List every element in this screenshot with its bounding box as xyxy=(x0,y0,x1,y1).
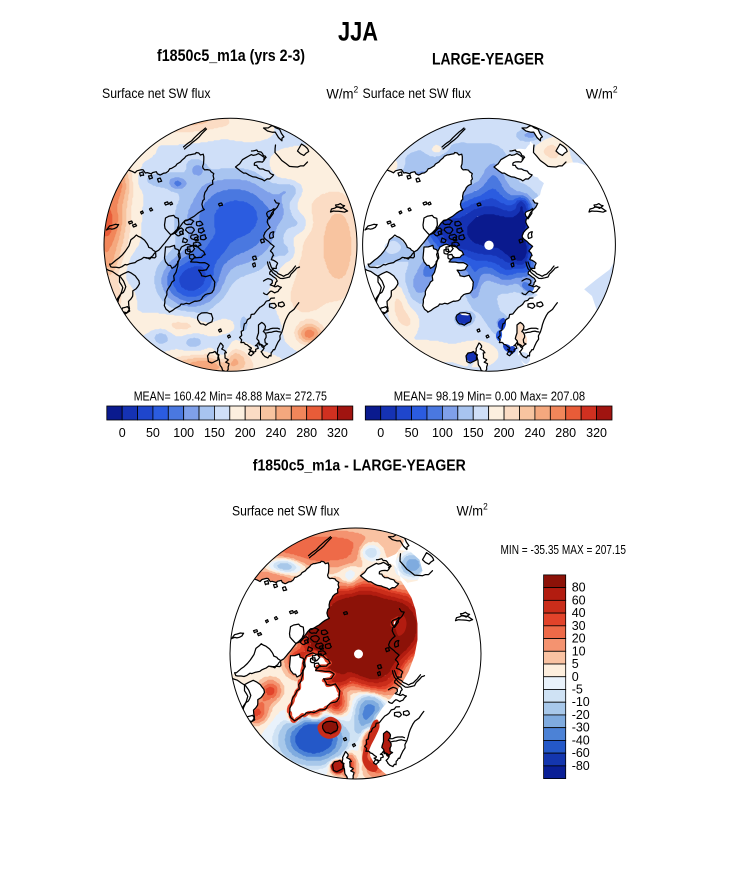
svg-text:W/m2: W/m2 xyxy=(326,85,358,102)
svg-text:280: 280 xyxy=(555,426,576,440)
svg-text:-80: -80 xyxy=(572,759,590,773)
svg-text:f1850c5_m1a (yrs 2-3): f1850c5_m1a (yrs 2-3) xyxy=(157,46,305,65)
svg-text:320: 320 xyxy=(586,426,607,440)
svg-text:-5: -5 xyxy=(572,683,583,697)
svg-text:240: 240 xyxy=(265,426,286,440)
svg-text:W/m2: W/m2 xyxy=(457,502,488,519)
svg-text:10: 10 xyxy=(572,644,586,658)
svg-text:100: 100 xyxy=(432,426,453,440)
svg-text:5: 5 xyxy=(572,657,579,671)
svg-text:200: 200 xyxy=(494,426,515,440)
svg-text:0: 0 xyxy=(572,670,579,684)
svg-text:MIN = -35.35 MAX = 207.15: MIN = -35.35 MAX = 207.15 xyxy=(501,543,627,557)
svg-text:240: 240 xyxy=(524,426,545,440)
svg-text:-60: -60 xyxy=(572,746,590,760)
svg-text:0: 0 xyxy=(119,426,126,440)
svg-text:JJA: JJA xyxy=(338,17,378,47)
svg-text:MEAN= 160.42 Min= 48.88 Max: MEAN= 160.42 Min= 48.88 Max= 272.75 xyxy=(134,390,327,404)
svg-text:f1850c5_m1a - LARGE-YEAGER: f1850c5_m1a - LARGE-YEAGER xyxy=(253,458,466,475)
svg-text:-20: -20 xyxy=(572,708,590,722)
svg-text:Surface net SW flux: Surface net SW flux xyxy=(102,85,211,101)
svg-text:20: 20 xyxy=(572,632,586,646)
svg-text:0: 0 xyxy=(377,426,384,440)
svg-text:30: 30 xyxy=(572,619,586,633)
svg-text:W/m2: W/m2 xyxy=(586,85,618,102)
svg-text:-10: -10 xyxy=(572,695,590,709)
svg-text:Surface net SW flux: Surface net SW flux xyxy=(363,85,472,101)
svg-text:100: 100 xyxy=(173,426,194,440)
svg-text:-40: -40 xyxy=(572,733,590,747)
svg-text:50: 50 xyxy=(405,426,419,440)
svg-text:40: 40 xyxy=(572,606,586,620)
svg-text:150: 150 xyxy=(204,426,225,440)
svg-text:-30: -30 xyxy=(572,721,590,735)
svg-text:200: 200 xyxy=(235,426,256,440)
svg-text:280: 280 xyxy=(296,426,317,440)
svg-text:MEAN= 98.19 Min= 0.00 Max: MEAN= 98.19 Min= 0.00 Max= 207.08 xyxy=(394,390,586,404)
svg-text:80: 80 xyxy=(572,581,586,595)
svg-text:150: 150 xyxy=(463,426,484,440)
svg-text:Surface net SW flux: Surface net SW flux xyxy=(232,503,339,519)
svg-text:60: 60 xyxy=(572,593,586,607)
svg-text:50: 50 xyxy=(146,426,160,440)
svg-text:320: 320 xyxy=(327,426,348,440)
svg-text:LARGE-YEAGER: LARGE-YEAGER xyxy=(432,50,544,69)
